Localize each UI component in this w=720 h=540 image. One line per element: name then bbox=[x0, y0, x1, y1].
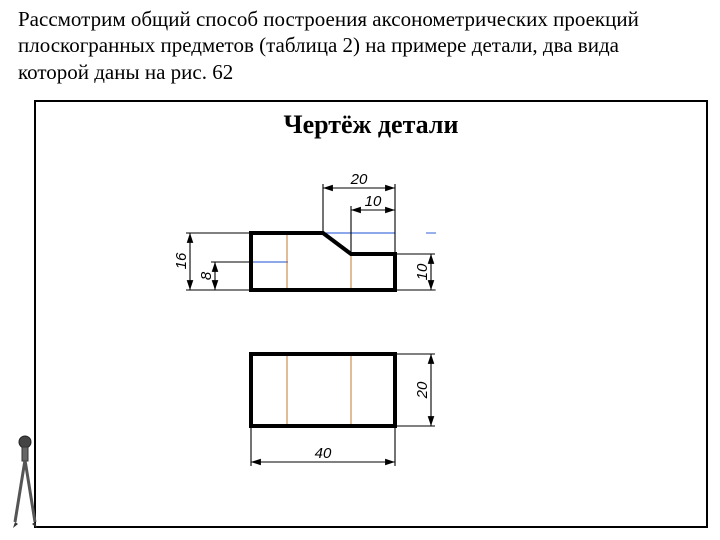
svg-text:16: 16 bbox=[173, 252, 190, 269]
svg-text:20: 20 bbox=[414, 381, 431, 399]
svg-text:10: 10 bbox=[414, 263, 431, 280]
projection-lines bbox=[287, 235, 351, 424]
plan-view-outline bbox=[251, 354, 395, 426]
compass-icon bbox=[8, 432, 42, 528]
dim-10-vertical: 10 bbox=[395, 254, 435, 290]
dim-10-horizontal: 10 bbox=[351, 193, 395, 254]
intro-paragraph: Рассмотрим общий способ построения аксон… bbox=[18, 6, 688, 85]
svg-text:8: 8 bbox=[198, 271, 215, 280]
svg-text:40: 40 bbox=[315, 445, 332, 462]
dim-20-plan: 20 bbox=[395, 354, 435, 426]
svg-text:10: 10 bbox=[365, 193, 382, 210]
front-view-outline bbox=[251, 233, 395, 290]
svg-text:20: 20 bbox=[350, 171, 368, 188]
dim-8: 8 bbox=[198, 262, 251, 290]
drawing-canvas: 20 10 16 8 bbox=[36, 140, 706, 526]
dim-40: 40 bbox=[251, 426, 395, 466]
construction-lines bbox=[251, 188, 436, 290]
drawing-frame: Чертёж детали bbox=[34, 100, 708, 528]
drawing-title: Чертёж детали bbox=[36, 110, 706, 140]
